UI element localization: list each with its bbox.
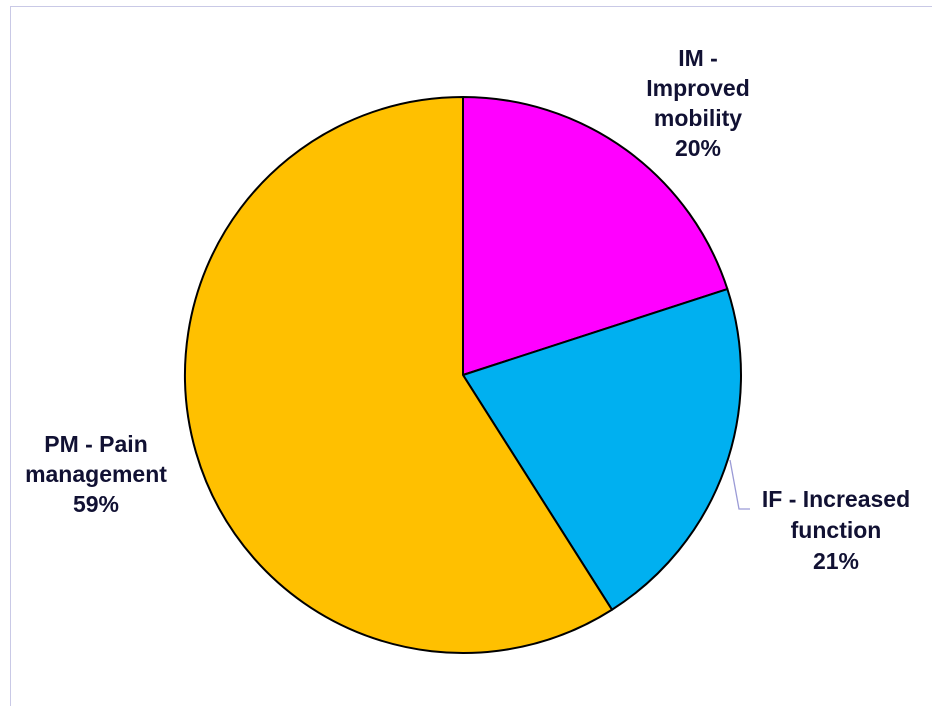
slice-label-line: 21% bbox=[813, 548, 859, 574]
slice-label-line: IM - bbox=[678, 45, 718, 71]
pie-slice-if bbox=[462, 288, 742, 611]
chart-area-border bbox=[10, 6, 932, 706]
slice-label-line: 59% bbox=[73, 491, 119, 517]
leader-line-if bbox=[729, 459, 750, 510]
slice-label-if: IF - Increased function 21% bbox=[762, 486, 910, 574]
slice-label-line: management bbox=[25, 461, 167, 487]
pie-slices bbox=[184, 96, 742, 654]
slice-label-line: Improved bbox=[646, 75, 750, 101]
slice-label-line: IF - Increased bbox=[762, 486, 910, 512]
slice-label-line: PM - Pain bbox=[44, 431, 148, 457]
pie-slice-pm bbox=[184, 96, 613, 654]
pie-slice-im bbox=[462, 96, 729, 376]
slice-label-line: mobility bbox=[654, 105, 742, 131]
slice-label-line: 20% bbox=[675, 135, 721, 161]
slice-labels: IM - Improved mobility 20% IF - Increased fun… bbox=[25, 45, 910, 574]
slice-label-im: IM - Improved mobility 20% bbox=[646, 45, 750, 161]
slice-label-pm: PM - Pain management 59% bbox=[25, 431, 167, 517]
slice-label-line: function bbox=[791, 517, 882, 543]
leader-lines bbox=[729, 459, 750, 510]
